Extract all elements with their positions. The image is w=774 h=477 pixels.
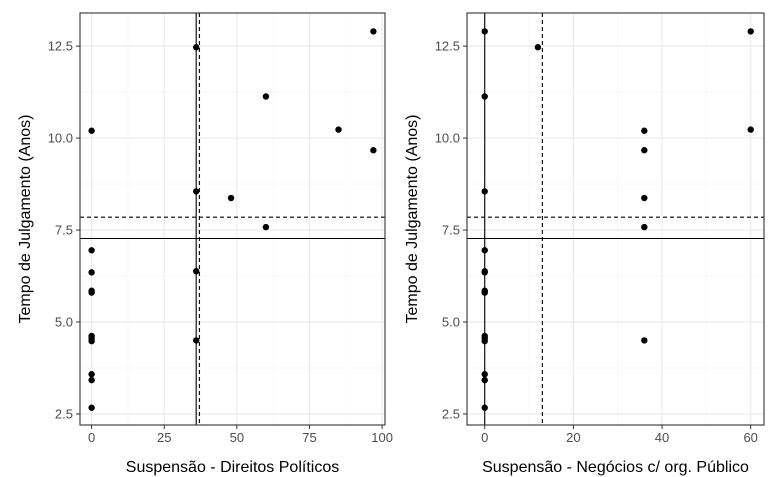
chart2-panel-border xyxy=(466,12,765,426)
chart1-data-point xyxy=(370,147,377,154)
chart1-data-point xyxy=(192,188,200,195)
chart1-data-point xyxy=(88,247,95,254)
chart2-panel-background xyxy=(467,13,764,425)
chart1-data-point xyxy=(262,93,270,100)
chart1-data-point xyxy=(88,289,95,296)
chart2-data-point xyxy=(481,93,488,100)
chart2-data-point xyxy=(481,247,488,254)
chart1-x-tick-label: 100 xyxy=(371,430,393,445)
chart2-y-tick-label: 2.5 xyxy=(442,406,460,421)
chart1-data-point xyxy=(192,44,200,51)
chart2-y-tick-label: 5.0 xyxy=(442,315,460,330)
chart1-x-tick-label: 0 xyxy=(88,430,95,445)
chart1-y-tick-label: 2.5 xyxy=(55,406,73,421)
chart2-data-point xyxy=(641,223,648,231)
chart2-x-axis-title: Suspensão - Negócios c/ org. Público xyxy=(482,459,749,476)
chart2-x-tick-label: 60 xyxy=(743,430,757,445)
chart2-x-tick-label: 40 xyxy=(655,430,669,445)
chart2-data-point xyxy=(747,126,754,133)
chart1-panel-background xyxy=(80,13,385,425)
chart2-data-point xyxy=(747,28,754,35)
chart1-x-axis-title: Suspensão - Direitos Políticos xyxy=(126,459,339,476)
chart2-data-point xyxy=(641,337,648,344)
chart2-data-point xyxy=(534,44,542,51)
chart1-x-tick-label: 25 xyxy=(157,430,171,445)
chart1-data-point xyxy=(88,376,95,384)
chart2-x-tick-label: 0 xyxy=(481,430,488,445)
chart2-data-point xyxy=(641,194,648,202)
chart2-data-point xyxy=(481,376,488,384)
chart1-data-point xyxy=(88,337,95,345)
chart2-data-point xyxy=(481,404,488,411)
chart1-y-tick-label: 12.5 xyxy=(48,39,73,54)
chart1-data-point xyxy=(192,337,200,344)
chart1-x-tick-label: 50 xyxy=(230,430,244,445)
chart1-panel-border xyxy=(79,12,386,426)
chart1-data-point xyxy=(262,223,270,231)
chart2-data-point xyxy=(481,337,488,345)
chart1-y-tick-label: 5.0 xyxy=(55,315,73,330)
chart1-y-axis-title: Tempo de Julgamento (Anos) xyxy=(17,115,34,324)
chart-panel-1: 0 25 50 75 100 2.5 5.0 7.5 10.0 12.5 Suspensão - D… xyxy=(17,12,393,476)
chart1-y-tick-label: 10.0 xyxy=(48,131,73,146)
chart2-y-tick-label: 12.5 xyxy=(435,39,460,54)
chart2-y-tick-label: 7.5 xyxy=(442,223,460,238)
chart1-data-point xyxy=(88,269,95,276)
chart1-x-tick-label: 75 xyxy=(302,430,316,445)
chart1-data-point xyxy=(370,28,377,35)
chart1-data-point xyxy=(88,371,95,378)
chart1-data-point xyxy=(335,126,342,133)
chart2-data-point xyxy=(641,127,648,134)
chart2-data-point xyxy=(481,289,488,296)
chart1-data-point xyxy=(227,194,235,202)
chart2-data-point xyxy=(481,371,488,378)
chart2-y-axis-title: Tempo de Julgamento (Anos) xyxy=(404,115,421,324)
chart1-data-point xyxy=(88,127,95,134)
chart2-data-point xyxy=(641,147,648,154)
chart1-data-point xyxy=(192,268,200,275)
chart2-y-tick-label: 10.0 xyxy=(435,131,460,146)
chart2-data-point xyxy=(481,28,488,35)
chart-panel-2: 0 20 40 60 2.5 5.0 7.5 10.0 12.5 Suspensão - Negó… xyxy=(404,12,765,476)
chart2-data-point xyxy=(481,188,488,195)
chart2-data-point xyxy=(481,269,488,276)
chart2-x-tick-label: 20 xyxy=(566,430,580,445)
chart1-data-point xyxy=(88,404,95,411)
chart1-y-tick-label: 7.5 xyxy=(55,223,73,238)
